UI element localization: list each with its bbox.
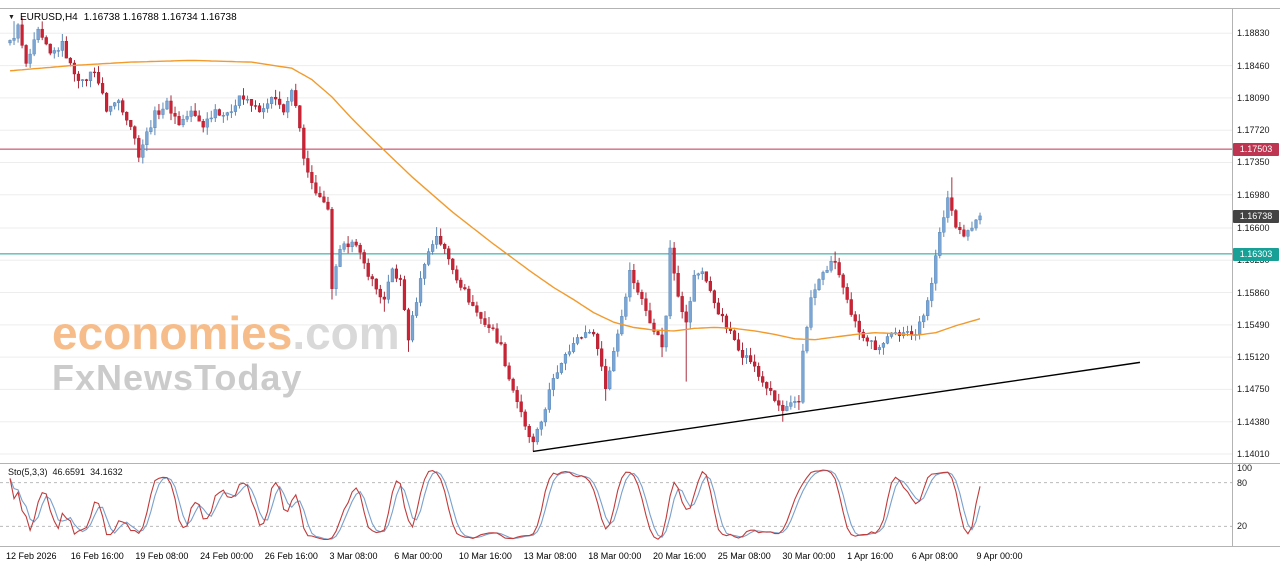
moving-average-line — [9, 59, 981, 341]
time-axis-label: 10 Mar 16:00 — [458, 551, 512, 561]
grid-lines — [0, 32, 1232, 455]
indicator-k-value: 46.6591 — [52, 467, 86, 477]
price-axis-label: 1.17720 — [1237, 125, 1270, 136]
stochastic-chart[interactable] — [0, 464, 1232, 546]
stochastic-axis-label: 20 — [1237, 521, 1248, 532]
price-chart[interactable] — [0, 0, 1232, 463]
price-axis-label: 1.18090 — [1237, 92, 1270, 103]
stochastic-axis-label: 80 — [1237, 477, 1248, 488]
ohlc-values: 1.16738 1.16788 1.16734 1.16738 — [83, 12, 237, 23]
time-axis-label: 13 Mar 08:00 — [523, 551, 577, 561]
time-axis-separator — [0, 546, 1280, 547]
candles — [8, 17, 982, 452]
indicator-separator[interactable] — [0, 463, 1280, 464]
symbol-info: ▼ EURUSD,H4 1.16738 1.16788 1.16734 1.1673… — [8, 12, 237, 23]
price-axis-label: 1.17350 — [1237, 157, 1270, 168]
time-axis-label: 24 Feb 00:00 — [200, 551, 254, 561]
resistance-price-badge: 1.17503 — [1233, 143, 1279, 157]
trend-line[interactable] — [532, 361, 1141, 453]
time-axis-label: 12 Feb 2026 — [6, 551, 57, 561]
price-axis-separator[interactable] — [1232, 8, 1233, 547]
price-axis-label: 1.15490 — [1237, 319, 1270, 330]
time-axis-label: 3 Mar 08:00 — [329, 551, 378, 561]
price-axis-label: 1.15120 — [1237, 352, 1270, 363]
stochastic-main-line — [9, 469, 981, 541]
time-axis-label: 26 Feb 16:00 — [264, 551, 318, 561]
time-axis-label: 6 Apr 08:00 — [911, 551, 958, 561]
time-axis-label: 9 Apr 00:00 — [976, 551, 1023, 561]
indicator-label: Sto(5,3,3) 46.6591 34.1632 — [8, 467, 128, 477]
symbol-timeframe: EURUSD,H4 — [19, 12, 78, 23]
price-axis-label: 1.18830 — [1237, 28, 1270, 39]
support-price-badge: 1.16303 — [1233, 247, 1279, 261]
price-axis-label: 1.14380 — [1237, 416, 1270, 427]
chart-menu-icon[interactable]: ▼ — [8, 14, 15, 21]
stochastic-level-lines — [0, 482, 1232, 527]
time-axis-label: 19 Feb 08:00 — [135, 551, 189, 561]
price-axis-label: 1.15860 — [1237, 287, 1270, 298]
price-axis-label: 1.18460 — [1237, 60, 1270, 71]
time-axis-label: 6 Mar 00:00 — [394, 551, 443, 561]
stochastic-axis-label: 100 — [1237, 463, 1253, 473]
time-axis-label: 18 Mar 00:00 — [588, 551, 642, 561]
chart-top-border — [0, 8, 1280, 9]
time-axis-label: 16 Feb 16:00 — [70, 551, 124, 561]
time-axis-label: 30 Mar 00:00 — [782, 551, 836, 561]
indicator-name: Sto(5,3,3) — [8, 467, 48, 477]
time-axis-label: 25 Mar 08:00 — [717, 551, 771, 561]
time-axis-label: 1 Apr 16:00 — [847, 551, 894, 561]
time-axis-label: 20 Mar 16:00 — [653, 551, 707, 561]
price-axis-label: 1.16980 — [1237, 189, 1270, 200]
level-lines — [0, 148, 1232, 255]
price-axis-label: 1.16600 — [1237, 222, 1270, 233]
indicator-d-value: 34.1632 — [90, 467, 123, 477]
current-price-badge: 1.16738 — [1233, 209, 1279, 223]
price-axis-label: 1.14010 — [1237, 449, 1270, 460]
price-axis-label: 1.14750 — [1237, 384, 1270, 395]
